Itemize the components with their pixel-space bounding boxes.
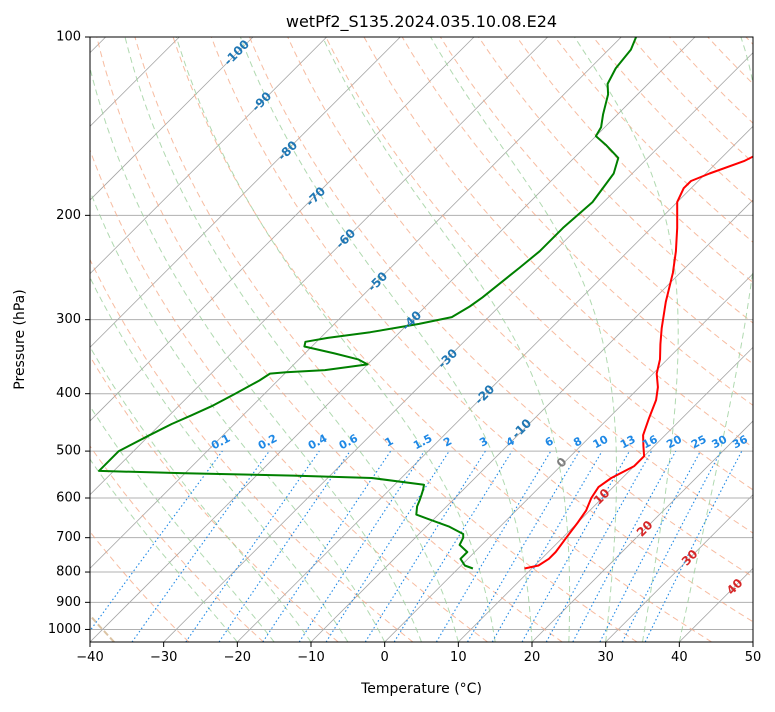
x-axis-label: Temperature (°C) [360, 681, 482, 697]
x-tick-label: −30 [150, 650, 177, 665]
y-tick-label: 300 [56, 312, 81, 327]
y-tick-label: 600 [56, 491, 81, 506]
y-tick-label: 200 [56, 208, 81, 223]
x-tick-label: 20 [524, 650, 541, 665]
x-tick-label: 40 [671, 650, 688, 665]
chart-title: wetPf2_S135.2024.035.10.08.E24 [286, 12, 557, 32]
y-tick-label: 400 [56, 386, 81, 401]
y-tick-label: 800 [56, 565, 81, 580]
x-tick-label: 10 [450, 650, 467, 665]
y-tick-label: 1000 [48, 622, 81, 637]
x-tick-label: 30 [597, 650, 614, 665]
x-tick-label: 50 [745, 650, 762, 665]
y-tick-label: 100 [56, 30, 81, 45]
x-tick-label: −40 [76, 650, 103, 665]
y-axis-label: Pressure (hPa) [12, 289, 28, 389]
x-tick-label: −10 [297, 650, 324, 665]
y-tick-label: 500 [56, 444, 81, 459]
x-tick-label: −20 [224, 650, 251, 665]
y-tick-label: 700 [56, 530, 81, 545]
y-tick-label: 900 [56, 595, 81, 610]
x-tick-label: 0 [381, 650, 389, 665]
